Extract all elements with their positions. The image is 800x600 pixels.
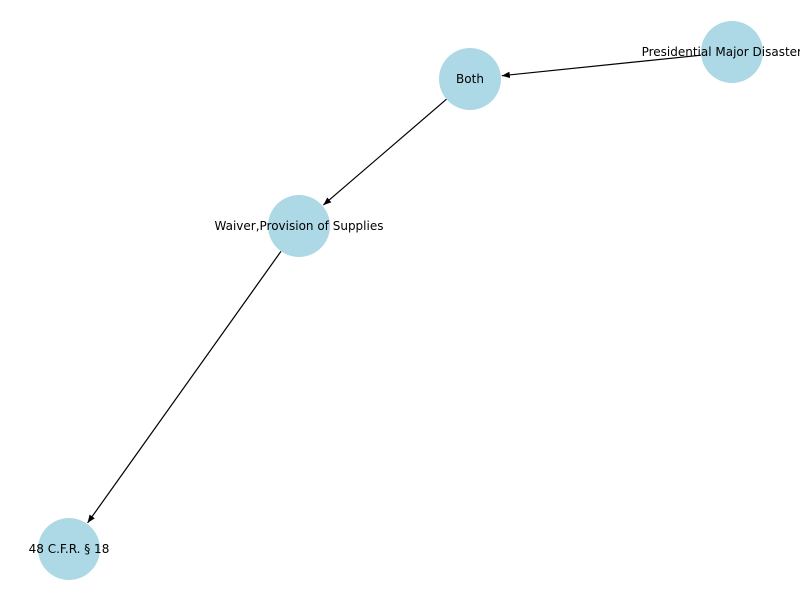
nodes-layer: Presidential Major Disaster De Both Waiv… <box>29 21 800 580</box>
node-waiver-circle <box>268 195 330 257</box>
node-both: Both <box>439 48 501 110</box>
node-presidential: Presidential Major Disaster De <box>642 21 800 83</box>
edges-layer <box>87 54 702 524</box>
node-presidential-label: Presidential Major Disaster De <box>642 45 800 59</box>
edge-both-to-waiver <box>322 98 447 206</box>
node-both-circle <box>439 48 501 110</box>
edge-waiver-to-cfr <box>87 250 282 524</box>
node-waiver-label: Waiver,Provision of Supplies <box>215 219 384 233</box>
node-cfr: 48 C.F.R. § 18 <box>29 518 110 580</box>
edge-presidential-to-both <box>501 54 702 79</box>
node-both-label: Both <box>456 72 484 86</box>
node-waiver: Waiver,Provision of Supplies <box>215 195 384 257</box>
node-cfr-circle <box>38 518 100 580</box>
node-presidential-circle <box>701 21 763 83</box>
node-cfr-label: 48 C.F.R. § 18 <box>29 542 110 556</box>
